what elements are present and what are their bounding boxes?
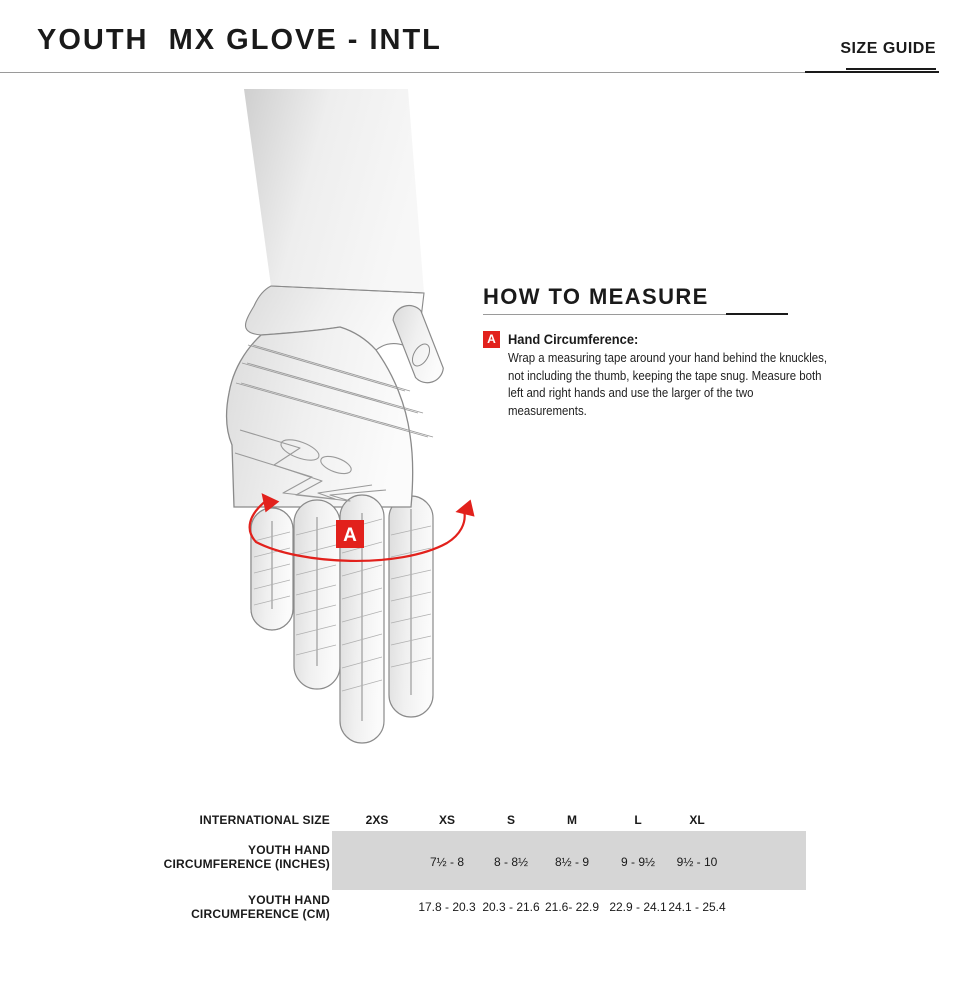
svg-text:A: A bbox=[343, 525, 357, 546]
